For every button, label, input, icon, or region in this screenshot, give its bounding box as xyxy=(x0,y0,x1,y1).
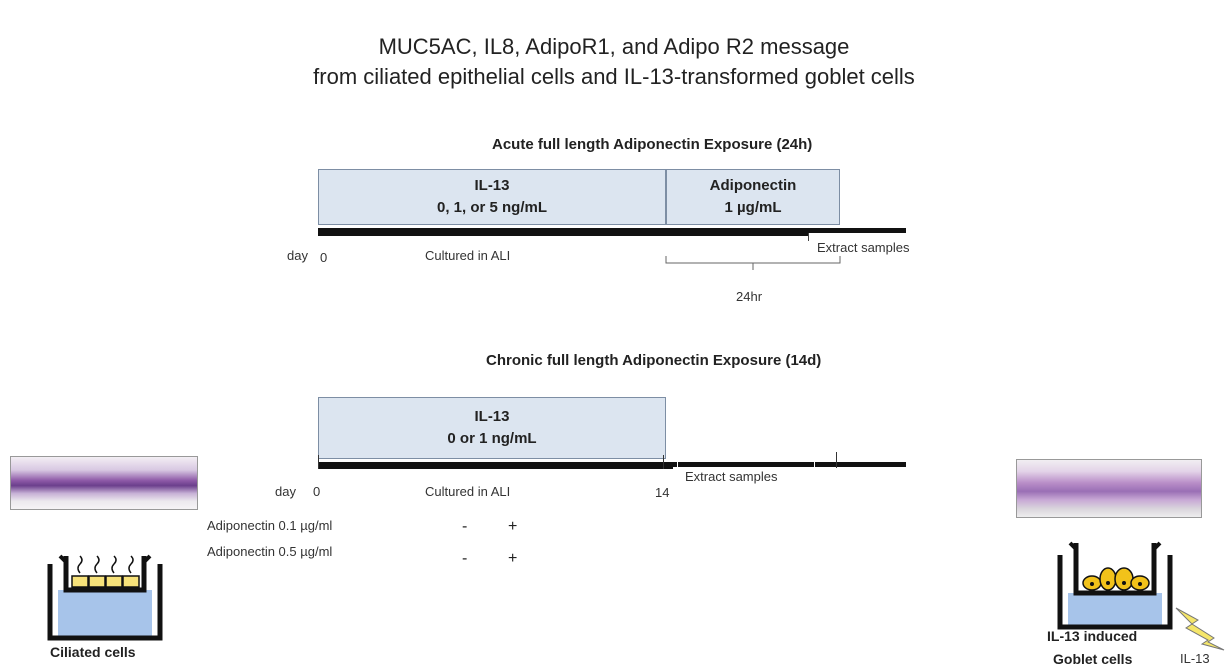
chronic-day14-tick xyxy=(663,455,664,469)
goblet-histology-image xyxy=(1016,459,1202,518)
condition-plus-0.5: + xyxy=(508,550,518,567)
acute-heading: Acute full length Adiponectin Exposure (… xyxy=(492,136,813,153)
goblet-transwell-icon xyxy=(1057,541,1173,630)
acute-adiponectin-dose: 1 µg/mL xyxy=(724,199,782,216)
chronic-timeline-bar-lower xyxy=(318,467,673,469)
chronic-break-2 xyxy=(814,462,815,469)
acute-day-start: 0 xyxy=(320,250,328,265)
acute-extract-label: Extract samples xyxy=(817,240,910,255)
chronic-il13-dose: 0 or 1 ng/mL xyxy=(447,430,537,447)
goblet-caption-line-2: Goblet cells xyxy=(1053,651,1133,667)
acute-adiponectin-box: Adiponectin 1 µg/mL xyxy=(666,169,840,225)
acute-il13-label: IL-13 xyxy=(474,177,510,194)
condition-label-0.1: Adiponectin 0.1 µg/ml xyxy=(207,518,333,533)
il13-stimulus-label: IL-13 xyxy=(1180,651,1210,666)
ciliated-transwell-icon xyxy=(47,554,163,641)
title-line-1: MUC5AC, IL8, AdipoR1, and Adipo R2 messa… xyxy=(378,34,850,59)
chronic-culture-label: Cultured in ALI xyxy=(425,484,511,499)
chronic-timeline-bar xyxy=(318,462,906,467)
acute-extract-tick xyxy=(808,233,809,241)
condition-plus-0.1: + xyxy=(508,518,518,535)
acute-timeline-bar-lower xyxy=(318,233,808,236)
acute-timeline-bar xyxy=(318,228,906,233)
condition-label-0.5: Adiponectin 0.5 µg/ml xyxy=(207,544,333,559)
chronic-break-1 xyxy=(677,462,678,469)
acute-il13-box: IL-13 0, 1, or 5 ng/mL xyxy=(318,169,666,225)
goblet-caption-line-1: IL-13 induced xyxy=(1047,628,1138,644)
chronic-heading: Chronic full length Adiponectin Exposure… xyxy=(486,352,822,369)
il13-lightning-icon xyxy=(1175,607,1225,651)
acute-day-label: day xyxy=(287,248,308,263)
acute-duration-label: 24hr xyxy=(736,289,763,304)
acute-culture-label: Cultured in ALI xyxy=(425,248,511,263)
ciliated-caption: Ciliated cells xyxy=(50,644,136,660)
chronic-end-tick xyxy=(836,452,837,468)
ciliated-histology-image xyxy=(10,456,198,510)
acute-il13-dose: 0, 1, or 5 ng/mL xyxy=(436,199,548,216)
chronic-il13-label: IL-13 xyxy=(474,408,510,425)
condition-minus-0.5: - xyxy=(462,550,468,567)
acute-adiponectin-label: Adiponectin xyxy=(709,177,797,194)
condition-minus-0.1: - xyxy=(462,518,468,535)
chronic-day-label: day xyxy=(275,484,296,499)
title-line-2: from ciliated epithelial cells and IL-13… xyxy=(313,64,915,89)
chronic-il13-box: IL-13 0 or 1 ng/mL xyxy=(318,397,666,459)
chronic-day-start: 0 xyxy=(313,484,321,499)
chronic-extract-label: Extract samples xyxy=(685,469,778,484)
chronic-start-tick xyxy=(318,455,319,469)
chronic-day-end: 14 xyxy=(655,485,670,500)
acute-24hr-brace xyxy=(665,256,841,270)
